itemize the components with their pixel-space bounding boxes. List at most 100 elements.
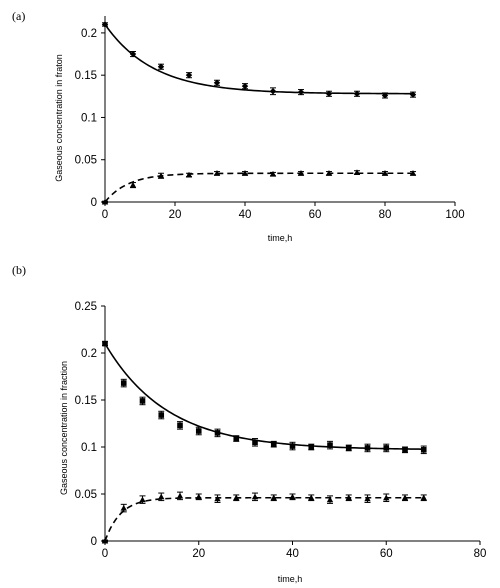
marker-triangle <box>353 169 361 175</box>
x-tick-label: 40 <box>239 209 252 221</box>
series-1-point <box>270 440 277 448</box>
series-1-point <box>364 443 371 453</box>
marker-diamond <box>409 91 417 98</box>
series-1-point <box>402 446 408 454</box>
marker-diamond <box>297 88 305 96</box>
panel-a-ticks: 0 0.05 0.1 0.15 0.2 0 20 40 60 80 100 <box>75 28 465 221</box>
y-tick-label: 0.1 <box>81 112 97 124</box>
marker-square <box>289 443 296 449</box>
marker-square <box>402 447 408 453</box>
marker-square <box>364 445 371 451</box>
marker-triangle <box>401 494 409 501</box>
series-1-point <box>409 91 417 98</box>
y-tick-label: 0 <box>91 197 97 209</box>
series-2-point <box>325 170 333 176</box>
marker-diamond <box>269 88 277 95</box>
marker-triangle <box>364 495 371 502</box>
series-1-point <box>269 87 277 96</box>
marker-triangle <box>176 492 184 499</box>
series-1-point <box>157 63 165 70</box>
marker-square <box>102 340 108 347</box>
panel-b-y-axis-label: Gaseous concentration in fraction <box>59 361 69 495</box>
series-2-point <box>139 495 146 504</box>
marker-triangle <box>297 170 305 176</box>
series-2-point <box>101 537 109 544</box>
series-1-point <box>383 443 390 453</box>
series-2-point <box>345 494 352 502</box>
marker-triangle <box>289 493 296 500</box>
series-2-fit-line <box>104 496 424 542</box>
marker-square <box>345 445 352 451</box>
panel-a-data-points <box>101 21 417 205</box>
marker-square <box>139 398 146 404</box>
series-2-point <box>251 492 259 502</box>
series-1-point <box>158 410 165 420</box>
marker-square <box>195 428 202 434</box>
x-tick-label: 60 <box>309 209 322 221</box>
y-tick-label: 0 <box>91 536 97 548</box>
series-2-point <box>233 494 240 502</box>
series-1-point <box>233 435 240 442</box>
marker-square <box>327 442 333 448</box>
series-2-point <box>213 170 221 176</box>
panel-b-ticks: 0 0.05 0.1 0.15 0.2 0.25 0 20 40 60 80 <box>75 301 487 560</box>
x-tick-label: 20 <box>192 548 205 560</box>
marker-triangle <box>120 504 127 511</box>
x-tick-label: 20 <box>169 209 182 221</box>
marker-triangle <box>233 494 240 501</box>
series-2-point <box>364 494 371 503</box>
y-tick-label: 0.2 <box>81 348 97 360</box>
series-2-fit-line <box>104 172 413 203</box>
series-2-point <box>409 170 417 176</box>
series-2-point <box>101 198 109 205</box>
series-1-point <box>420 445 427 455</box>
marker-triangle <box>158 493 165 500</box>
marker-diamond <box>185 71 193 79</box>
marker-triangle <box>270 494 277 501</box>
marker-triangle <box>251 493 259 500</box>
panel-label-b: (b) <box>12 263 26 277</box>
series-1-point <box>213 79 221 86</box>
panel-a-axes <box>104 16 455 203</box>
marker-square <box>270 441 277 447</box>
marker-triangle <box>420 494 427 501</box>
marker-diamond <box>129 50 137 58</box>
series-2-point <box>157 172 165 179</box>
marker-triangle <box>195 493 202 500</box>
series-2-point <box>401 494 409 502</box>
series-1-point <box>102 340 108 347</box>
series-1-point <box>241 82 249 90</box>
marker-triangle <box>157 172 165 179</box>
series-2-point <box>195 493 202 501</box>
marker-square <box>420 447 427 453</box>
series-2-point <box>308 494 315 502</box>
marker-triangle <box>308 494 315 501</box>
series-2-point <box>269 170 277 177</box>
marker-triangle <box>213 170 221 176</box>
x-tick-label: 100 <box>445 209 464 221</box>
series-2-point <box>214 494 221 503</box>
marker-triangle <box>241 170 249 176</box>
marker-square <box>177 422 183 429</box>
marker-triangle <box>269 170 277 177</box>
series-1-point <box>353 90 361 97</box>
x-tick-label: 80 <box>379 209 392 221</box>
series-1-point <box>289 441 296 451</box>
series-2-point <box>326 495 334 504</box>
panel-b-fit-lines <box>104 343 424 542</box>
panel-b-x-axis-label: time,h <box>278 574 303 584</box>
series-2-point <box>158 492 165 502</box>
series-2-point <box>381 170 389 176</box>
marker-triangle <box>326 496 334 503</box>
series-1-point <box>297 88 305 96</box>
y-tick-label: 0.15 <box>75 395 97 407</box>
series-1-point <box>381 92 389 99</box>
series-2-point <box>297 170 305 176</box>
series-1-point <box>327 440 333 450</box>
series-1-fit-line <box>104 343 424 450</box>
series-1-point <box>195 426 202 436</box>
marker-diamond <box>213 79 221 86</box>
marker-square <box>120 380 127 386</box>
marker-triangle <box>101 537 109 544</box>
marker-diamond <box>353 90 361 97</box>
